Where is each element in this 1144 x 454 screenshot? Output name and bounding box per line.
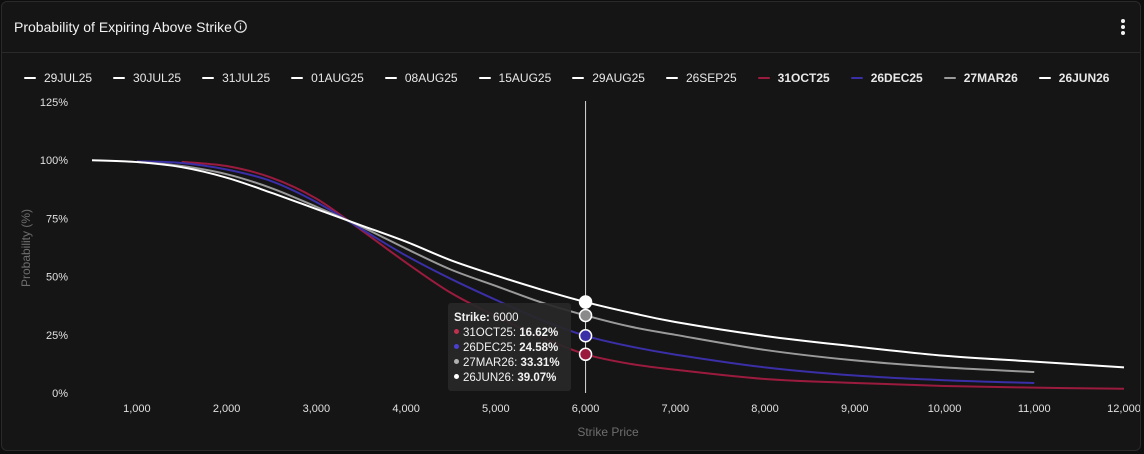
legend-item-29aug25[interactable]: 29AUG25 bbox=[572, 71, 645, 85]
hover-point-26dec25 bbox=[578, 329, 593, 343]
legend-swatch bbox=[113, 77, 126, 79]
x-axis-label: Strike Price bbox=[577, 425, 639, 439]
legend-item-31jul25[interactable]: 31JUL25 bbox=[202, 71, 270, 85]
legend-swatch bbox=[943, 77, 956, 79]
legend-item-27mar26[interactable]: 27MAR26 bbox=[943, 71, 1018, 85]
tooltip-strike: Strike: 6000 bbox=[454, 312, 519, 324]
legend-swatch bbox=[478, 77, 491, 79]
x-tick-label: 1,000 bbox=[123, 403, 151, 415]
series-line-27mar26 bbox=[136, 160, 1035, 374]
tooltip-row-27mar26: 27MAR26: 33.31% bbox=[454, 356, 565, 371]
legend-label: 31OCT25 bbox=[777, 71, 830, 85]
legend-label: 29JUL25 bbox=[44, 71, 93, 85]
y-tick-label: 75% bbox=[46, 213, 68, 225]
hover-point-26jun26 bbox=[578, 295, 593, 309]
legend-item-26jun26[interactable]: 26JUN26 bbox=[1038, 71, 1110, 85]
x-tick-label: 8,000 bbox=[751, 403, 779, 415]
legend-label: 26SEP25 bbox=[685, 71, 737, 85]
x-tick-label: 12,000 bbox=[1107, 403, 1141, 415]
legend-item-26sep25[interactable]: 26SEP25 bbox=[665, 71, 737, 85]
y-tick-label: 25% bbox=[46, 330, 68, 342]
hover-point-31oct25 bbox=[578, 347, 593, 362]
x-tick-label: 10,000 bbox=[928, 403, 962, 415]
legend-item-31oct25[interactable]: 31OCT25 bbox=[757, 71, 830, 85]
legend-swatch bbox=[572, 77, 585, 79]
legend-label: 01AUG25 bbox=[311, 71, 364, 85]
hover-point-27mar26 bbox=[578, 308, 593, 323]
x-tick-label: 4,000 bbox=[392, 403, 420, 415]
legend-item-30jul25[interactable]: 30JUL25 bbox=[113, 71, 181, 85]
legend-swatch bbox=[757, 77, 770, 79]
legend-label: 26DEC25 bbox=[870, 71, 923, 85]
chart-title: Probability of Expiring Above Strike bbox=[14, 19, 232, 35]
legend-label: 15AUG25 bbox=[498, 71, 552, 85]
legend-swatch bbox=[665, 77, 678, 79]
info-icon[interactable] bbox=[234, 20, 247, 33]
chart-tooltip: Strike: 6000 31OCT25: 16.62% 26DEC25: 24… bbox=[448, 303, 571, 391]
legend-label: 29AUG25 bbox=[592, 71, 645, 85]
panel-header: Probability of Expiring Above Strike bbox=[2, 2, 1140, 53]
x-tick-label: 7,000 bbox=[662, 403, 690, 415]
legend-item-08aug25[interactable]: 08AUG25 bbox=[384, 71, 458, 85]
x-tick-label: 11,000 bbox=[1018, 403, 1051, 415]
x-tick-label: 9,000 bbox=[841, 403, 869, 415]
legend-swatch bbox=[291, 77, 304, 79]
legend-swatch bbox=[24, 77, 36, 79]
legend-label: 26JUN26 bbox=[1058, 71, 1110, 85]
y-tick-label: 100% bbox=[40, 155, 68, 167]
x-tick-label: 2,000 bbox=[213, 403, 241, 415]
legend-label: 27MAR26 bbox=[963, 71, 1018, 85]
legend-swatch bbox=[202, 77, 215, 79]
y-tick-label: 125% bbox=[40, 97, 68, 109]
legend-label: 31JUL25 bbox=[222, 71, 271, 85]
legend-label: 08AUG25 bbox=[404, 71, 458, 85]
legend-item-15aug25[interactable]: 15AUG25 bbox=[478, 71, 552, 85]
more-vertical-icon[interactable] bbox=[1120, 18, 1126, 36]
legend-item-29jul25[interactable]: 29JUL25 bbox=[24, 71, 92, 85]
y-axis-label: Probability (%) bbox=[19, 209, 33, 287]
series-line-26jun26 bbox=[91, 159, 1125, 369]
chart-legend: 29JUL25 30JUL25 31JUL25 01AUG25 08AUG25 15AUG… bbox=[24, 70, 1120, 86]
y-tick-label: 0% bbox=[52, 388, 68, 400]
y-tick-label: 50% bbox=[46, 272, 68, 284]
series-line-31oct25 bbox=[181, 160, 1125, 390]
legend-label: 30JUL25 bbox=[133, 71, 182, 85]
x-tick-label: 5,000 bbox=[482, 403, 510, 415]
legend-item-01aug25[interactable]: 01AUG25 bbox=[291, 71, 364, 85]
tooltip-row-26dec25: 26DEC25: 24.58% bbox=[454, 341, 565, 356]
legend-swatch bbox=[384, 77, 397, 79]
tooltip-row-31oct25: 31OCT25: 16.62% bbox=[454, 326, 565, 341]
legend-item-26dec25[interactable]: 26DEC25 bbox=[850, 71, 923, 85]
x-tick-label: 6,000 bbox=[572, 403, 600, 415]
legend-swatch bbox=[850, 77, 863, 79]
tooltip-row-26jun26: 26JUN26: 39.07% bbox=[454, 371, 565, 386]
legend-swatch bbox=[1038, 77, 1051, 79]
x-tick-label: 3,000 bbox=[303, 403, 331, 415]
